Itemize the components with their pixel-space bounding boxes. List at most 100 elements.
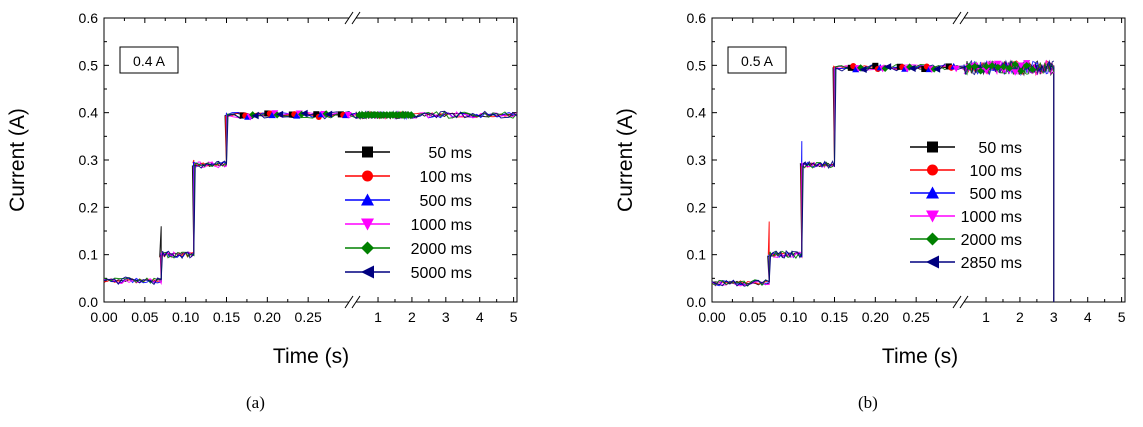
legend-marker-100-ms xyxy=(362,170,373,182)
series-marker xyxy=(298,110,306,118)
series-marker xyxy=(872,62,879,69)
y-tick-label: 0.5 xyxy=(687,57,707,73)
legend-label-500-ms: 500 ms xyxy=(970,186,1022,203)
legend-label-2000-ms: 2000 ms xyxy=(961,232,1022,249)
series-marker xyxy=(852,65,860,73)
series-marker xyxy=(859,65,867,73)
series-marker xyxy=(344,111,352,119)
caption-a-text: (a) xyxy=(246,393,265,412)
series-marker xyxy=(1005,64,1013,72)
legend-marker-50-ms xyxy=(927,141,938,153)
y-tick-label: 0.4 xyxy=(687,105,707,121)
x-tick-label: 0.15 xyxy=(213,309,240,325)
legend-marker-500-ms xyxy=(361,193,374,206)
axis-break-mark-top xyxy=(959,11,969,25)
legend-label-1000-ms: 1000 ms xyxy=(961,209,1022,226)
caption-b: (b) xyxy=(858,393,878,413)
x-tick-label: 0.15 xyxy=(821,309,848,325)
x-tick-label: 0.20 xyxy=(862,309,889,325)
x-tick-label: 4 xyxy=(1084,309,1092,325)
y-axis-label: Current (A) xyxy=(614,108,637,212)
legend: 50 ms 100 ms 500 ms 1000 ms 2000 ms 5000 ms xyxy=(345,145,472,282)
x-tick-label: 0.05 xyxy=(739,309,766,325)
series-marker xyxy=(977,67,985,75)
legend-marker-100-ms xyxy=(927,164,938,176)
series-marker xyxy=(921,65,928,73)
series-marker xyxy=(300,109,308,117)
series-marker xyxy=(965,62,973,71)
axis-break-gap-bottom xyxy=(957,299,964,306)
annotation-box xyxy=(727,46,787,74)
series-marker xyxy=(1023,61,1031,70)
chart-panel-b: 0.0 0.1 0.2 0.3 0.4 0.5 0.6 0.00 0.05 0.10 0.15 0.2… xyxy=(614,10,1126,368)
y-tick-label: 0.6 xyxy=(687,10,707,26)
legend-marker-2000-ms xyxy=(361,241,374,255)
y-tick-label: 0.3 xyxy=(687,152,707,168)
legend-label-50-ms: 50 ms xyxy=(978,140,1022,157)
axis-break-gap-top xyxy=(957,15,964,22)
x-tick-label: 5 xyxy=(510,309,518,325)
legend-label-5000-ms: 5000 ms xyxy=(411,265,472,282)
axis-break-mark-top xyxy=(952,11,962,25)
series-marker xyxy=(251,112,259,120)
axis-break-mark-bottom xyxy=(351,295,361,309)
x-tick-label: 5 xyxy=(1118,309,1126,325)
x-tick-label: 2 xyxy=(1016,309,1024,325)
series-marker xyxy=(952,65,960,73)
legend-label-50-ms: 50 ms xyxy=(428,145,472,162)
legend-marker-5000-ms xyxy=(361,265,374,279)
y-tick-label: 0.1 xyxy=(687,247,707,263)
x-tick-label: 2 xyxy=(408,309,416,325)
chart-panel-a: 0.0 0.1 0.2 0.3 0.4 0.5 0.6 0.00 0.05 0.10 0.15 0.2… xyxy=(6,10,518,368)
series-marker xyxy=(1000,63,1008,71)
y-tick-label: 0.3 xyxy=(79,152,99,168)
x-tick-label: 3 xyxy=(1050,309,1058,325)
series-marker xyxy=(908,64,916,72)
series-marker xyxy=(271,110,279,117)
y-tick-label: 0.0 xyxy=(79,294,99,310)
y-tick-label: 0.2 xyxy=(687,199,707,215)
annotation-box xyxy=(119,46,179,74)
y-tick-label: 0.2 xyxy=(79,199,99,215)
series-marker xyxy=(276,110,284,118)
y-tick-label: 0.1 xyxy=(79,247,99,263)
series-marker xyxy=(268,111,276,119)
legend-label-2850-ms: 2850 ms xyxy=(961,255,1022,272)
series-marker xyxy=(933,65,941,73)
series-marker xyxy=(971,62,979,70)
series-marker xyxy=(857,64,865,72)
x-tick-label: 0.10 xyxy=(172,309,199,325)
axis-break-mark-top xyxy=(351,11,361,25)
x-tick-label: 0.05 xyxy=(131,309,158,325)
x-tick-label: 1 xyxy=(374,309,382,325)
legend-label-500-ms: 500 ms xyxy=(420,193,472,210)
y-tick-label: 0.4 xyxy=(79,105,99,121)
legend-marker-50-ms xyxy=(362,146,373,158)
x-tick-label: 0.25 xyxy=(295,309,322,325)
legend: 50 ms 100 ms 500 ms 1000 ms 2000 ms 2850 ms xyxy=(910,140,1022,272)
y-axis-label: Current (A) xyxy=(6,108,29,212)
y-tick-label: 0.5 xyxy=(79,57,99,73)
x-tick-label: 0.20 xyxy=(254,309,281,325)
legend-marker-500-ms xyxy=(926,186,939,199)
series-marker xyxy=(293,112,301,119)
y-tick-label: 0.6 xyxy=(79,10,99,26)
x-axis-label: Time (s) xyxy=(882,345,958,368)
series-marker xyxy=(1017,62,1025,70)
x-tick-label: 0.25 xyxy=(903,309,930,325)
series-marker xyxy=(982,67,990,75)
legend-label-100-ms: 100 ms xyxy=(970,163,1022,180)
caption-b-text: (b) xyxy=(858,393,878,412)
legend-label-100-ms: 100 ms xyxy=(420,169,472,186)
axis-break-mark-bottom xyxy=(959,295,969,309)
legend-marker-2850-ms xyxy=(926,255,939,269)
legend-marker-1000-ms xyxy=(926,210,939,223)
legend-marker-1000-ms xyxy=(361,218,374,231)
legend-label-1000-ms: 1000 ms xyxy=(411,217,472,234)
series-marker xyxy=(884,63,892,71)
caption-a: (a) xyxy=(246,393,265,413)
axis-break-mark-bottom xyxy=(952,295,962,309)
x-tick-label: 1 xyxy=(982,309,990,325)
x-tick-label: 0.00 xyxy=(90,309,117,325)
